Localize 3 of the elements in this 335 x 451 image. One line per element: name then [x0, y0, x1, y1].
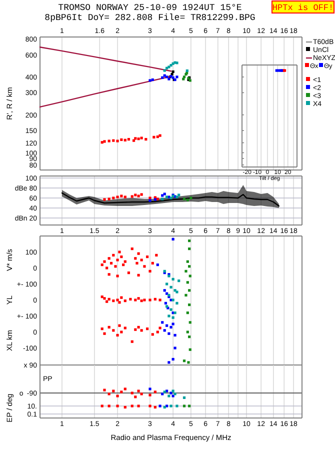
chart-subtitle: 8pBP6It DoY= 282.808 File= TR812299.BPG	[44, 13, 256, 23]
text: HPTx is OFF!	[272, 3, 334, 13]
chart-title: TROMSO NORWAY 25-10-09 1924UT 15°E	[58, 3, 242, 13]
